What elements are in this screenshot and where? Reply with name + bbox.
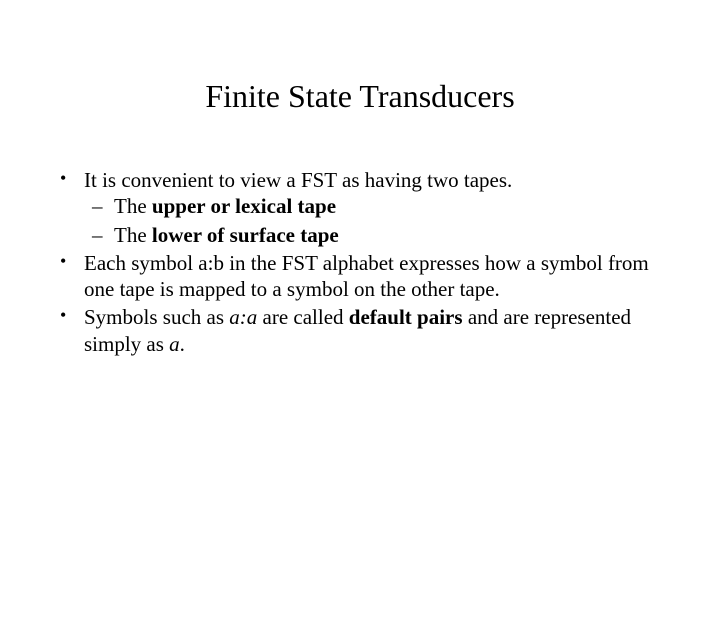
sub-bullet-text: The	[114, 223, 152, 247]
bullet-text: It is convenient to view a FST as having…	[84, 168, 512, 192]
bold-text: lower of surface tape	[152, 223, 339, 247]
sub-bullet-list: The upper or lexical tape The lower of s…	[84, 193, 660, 248]
bullet-item: Each symbol a:b in the FST alphabet expr…	[54, 250, 660, 303]
bold-text: default pairs	[349, 305, 463, 329]
sub-bullet-text: The	[114, 194, 152, 218]
bullet-item: Symbols such as a:a are called default p…	[54, 304, 660, 357]
bullet-text: Each symbol a:b in the FST alphabet expr…	[84, 251, 649, 301]
slide-body: It is convenient to view a FST as having…	[54, 167, 660, 357]
bullet-list: It is convenient to view a FST as having…	[54, 167, 660, 357]
bold-text: upper or lexical tape	[152, 194, 336, 218]
bullet-item: It is convenient to view a FST as having…	[54, 167, 660, 248]
sub-bullet-item: The lower of surface tape	[84, 222, 660, 248]
slide-title: Finite State Transducers	[0, 78, 720, 115]
slide: Finite State Transducers It is convenien…	[0, 78, 720, 618]
bullet-text: .	[180, 332, 185, 356]
bullet-text: Symbols such as	[84, 305, 229, 329]
bullet-text: are called	[257, 305, 349, 329]
italic-text: a:a	[229, 305, 257, 329]
italic-text: a	[169, 332, 180, 356]
sub-bullet-item: The upper or lexical tape	[84, 193, 660, 219]
